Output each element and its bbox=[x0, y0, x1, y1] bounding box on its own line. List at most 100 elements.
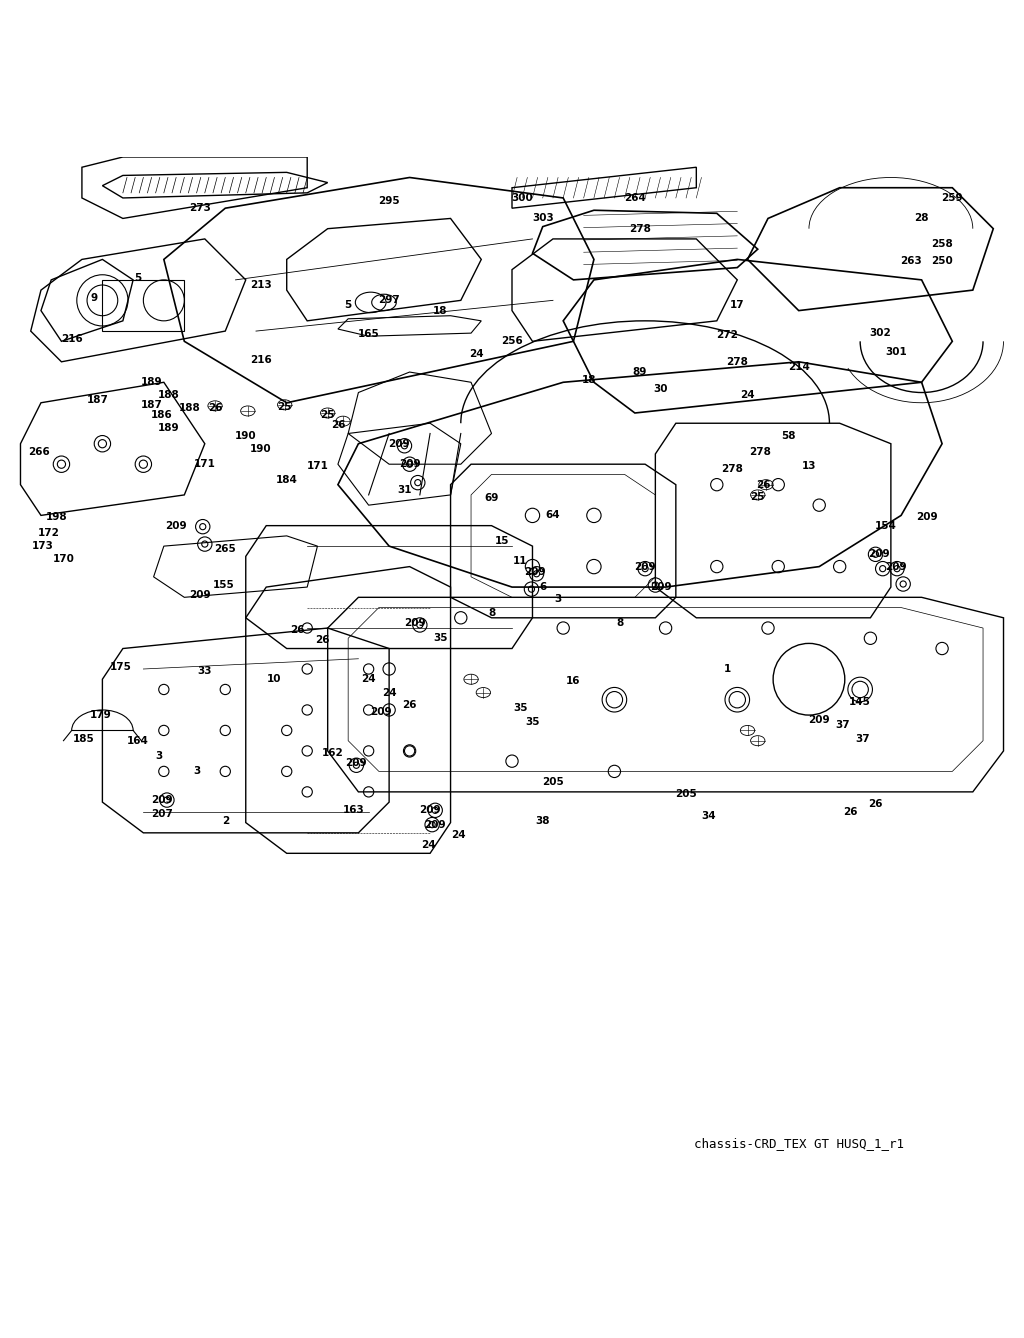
Text: 213: 213 bbox=[250, 280, 272, 290]
Text: 31: 31 bbox=[397, 484, 412, 495]
Text: 250: 250 bbox=[931, 257, 953, 266]
Text: 209: 209 bbox=[188, 590, 211, 601]
Text: 162: 162 bbox=[322, 748, 344, 757]
Text: 171: 171 bbox=[306, 462, 329, 471]
Text: 300: 300 bbox=[511, 193, 534, 203]
Text: 163: 163 bbox=[342, 805, 365, 815]
Text: 37: 37 bbox=[855, 733, 869, 744]
Text: 256: 256 bbox=[501, 336, 523, 347]
Text: 28: 28 bbox=[914, 214, 929, 223]
Text: 264: 264 bbox=[624, 193, 646, 203]
Text: 207: 207 bbox=[151, 809, 173, 819]
Text: 6: 6 bbox=[539, 582, 547, 593]
Text: 216: 216 bbox=[60, 334, 83, 344]
Text: 3: 3 bbox=[193, 767, 201, 776]
Text: 10: 10 bbox=[267, 674, 282, 684]
Text: 155: 155 bbox=[212, 581, 234, 590]
Text: 3: 3 bbox=[155, 751, 163, 761]
Text: 30: 30 bbox=[653, 384, 668, 395]
Text: 64: 64 bbox=[546, 510, 560, 520]
Text: 209: 209 bbox=[523, 567, 546, 577]
Text: 170: 170 bbox=[52, 554, 75, 565]
Text: 26: 26 bbox=[208, 403, 222, 413]
Text: 8: 8 bbox=[615, 618, 624, 628]
Text: 209: 209 bbox=[634, 562, 656, 571]
Text: 26: 26 bbox=[315, 636, 330, 645]
Text: 205: 205 bbox=[675, 789, 697, 799]
Text: 209: 209 bbox=[165, 520, 187, 531]
Text: 26: 26 bbox=[756, 480, 770, 490]
Text: 35: 35 bbox=[433, 633, 447, 644]
Text: 173: 173 bbox=[32, 541, 54, 551]
Text: 172: 172 bbox=[38, 527, 60, 538]
Text: 171: 171 bbox=[194, 459, 216, 470]
Text: 154: 154 bbox=[874, 520, 897, 531]
Text: 187: 187 bbox=[86, 395, 109, 404]
Text: 18: 18 bbox=[433, 305, 447, 316]
Text: 3: 3 bbox=[554, 594, 562, 605]
Text: 205: 205 bbox=[542, 776, 564, 787]
Text: 216: 216 bbox=[250, 355, 272, 365]
Text: 209: 209 bbox=[419, 805, 441, 815]
Text: 26: 26 bbox=[402, 700, 417, 710]
Text: 209: 209 bbox=[915, 512, 938, 522]
Text: 302: 302 bbox=[869, 328, 892, 339]
Text: 209: 209 bbox=[398, 459, 421, 470]
Text: 35: 35 bbox=[513, 702, 527, 713]
Text: 209: 209 bbox=[151, 795, 173, 805]
Text: 1: 1 bbox=[723, 664, 731, 674]
Text: 258: 258 bbox=[931, 240, 953, 249]
Text: 37: 37 bbox=[836, 720, 850, 731]
Text: 8: 8 bbox=[487, 607, 496, 618]
Text: 33: 33 bbox=[198, 666, 212, 676]
Text: 259: 259 bbox=[941, 193, 964, 203]
Text: 5: 5 bbox=[134, 273, 142, 282]
Text: 209: 209 bbox=[867, 550, 890, 559]
Text: 25: 25 bbox=[751, 492, 765, 502]
Text: 24: 24 bbox=[740, 389, 755, 400]
Text: 209: 209 bbox=[649, 582, 672, 593]
Text: 301: 301 bbox=[885, 347, 907, 356]
Text: 165: 165 bbox=[357, 329, 380, 339]
Text: 278: 278 bbox=[726, 357, 749, 367]
Text: 38: 38 bbox=[536, 816, 550, 826]
Text: 209: 209 bbox=[345, 759, 368, 768]
Text: 273: 273 bbox=[188, 203, 211, 213]
Text: 2: 2 bbox=[221, 816, 229, 826]
Text: 184: 184 bbox=[275, 475, 298, 484]
Text: 69: 69 bbox=[484, 492, 499, 503]
Text: 25: 25 bbox=[278, 401, 292, 412]
Text: 185: 185 bbox=[73, 733, 95, 744]
Text: 89: 89 bbox=[633, 367, 647, 377]
Text: 34: 34 bbox=[701, 811, 716, 822]
Text: 188: 188 bbox=[158, 389, 180, 400]
Text: 189: 189 bbox=[140, 377, 163, 387]
Text: 58: 58 bbox=[781, 431, 796, 440]
Text: 164: 164 bbox=[127, 736, 150, 745]
Text: 15: 15 bbox=[495, 537, 509, 546]
Text: 209: 209 bbox=[370, 706, 392, 717]
Text: 278: 278 bbox=[749, 447, 771, 456]
Text: 24: 24 bbox=[452, 830, 466, 840]
Text: 209: 209 bbox=[388, 439, 411, 448]
Text: 297: 297 bbox=[378, 296, 400, 305]
Text: 26: 26 bbox=[843, 807, 857, 818]
Text: 26: 26 bbox=[868, 799, 883, 809]
Text: 303: 303 bbox=[531, 214, 554, 223]
Text: 186: 186 bbox=[151, 409, 173, 420]
Text: 13: 13 bbox=[802, 462, 816, 471]
Text: 189: 189 bbox=[158, 423, 180, 434]
Text: 295: 295 bbox=[378, 197, 400, 206]
Text: 190: 190 bbox=[234, 431, 257, 440]
Text: 188: 188 bbox=[178, 403, 201, 413]
Text: 175: 175 bbox=[110, 662, 132, 672]
Text: 24: 24 bbox=[361, 674, 376, 684]
Text: 18: 18 bbox=[582, 375, 596, 385]
Text: 209: 209 bbox=[885, 562, 907, 571]
Text: 26: 26 bbox=[290, 625, 304, 636]
Text: 24: 24 bbox=[469, 349, 483, 359]
Text: 209: 209 bbox=[403, 618, 426, 628]
Text: 214: 214 bbox=[787, 361, 810, 372]
Text: 198: 198 bbox=[45, 512, 68, 522]
Text: 272: 272 bbox=[716, 330, 738, 340]
